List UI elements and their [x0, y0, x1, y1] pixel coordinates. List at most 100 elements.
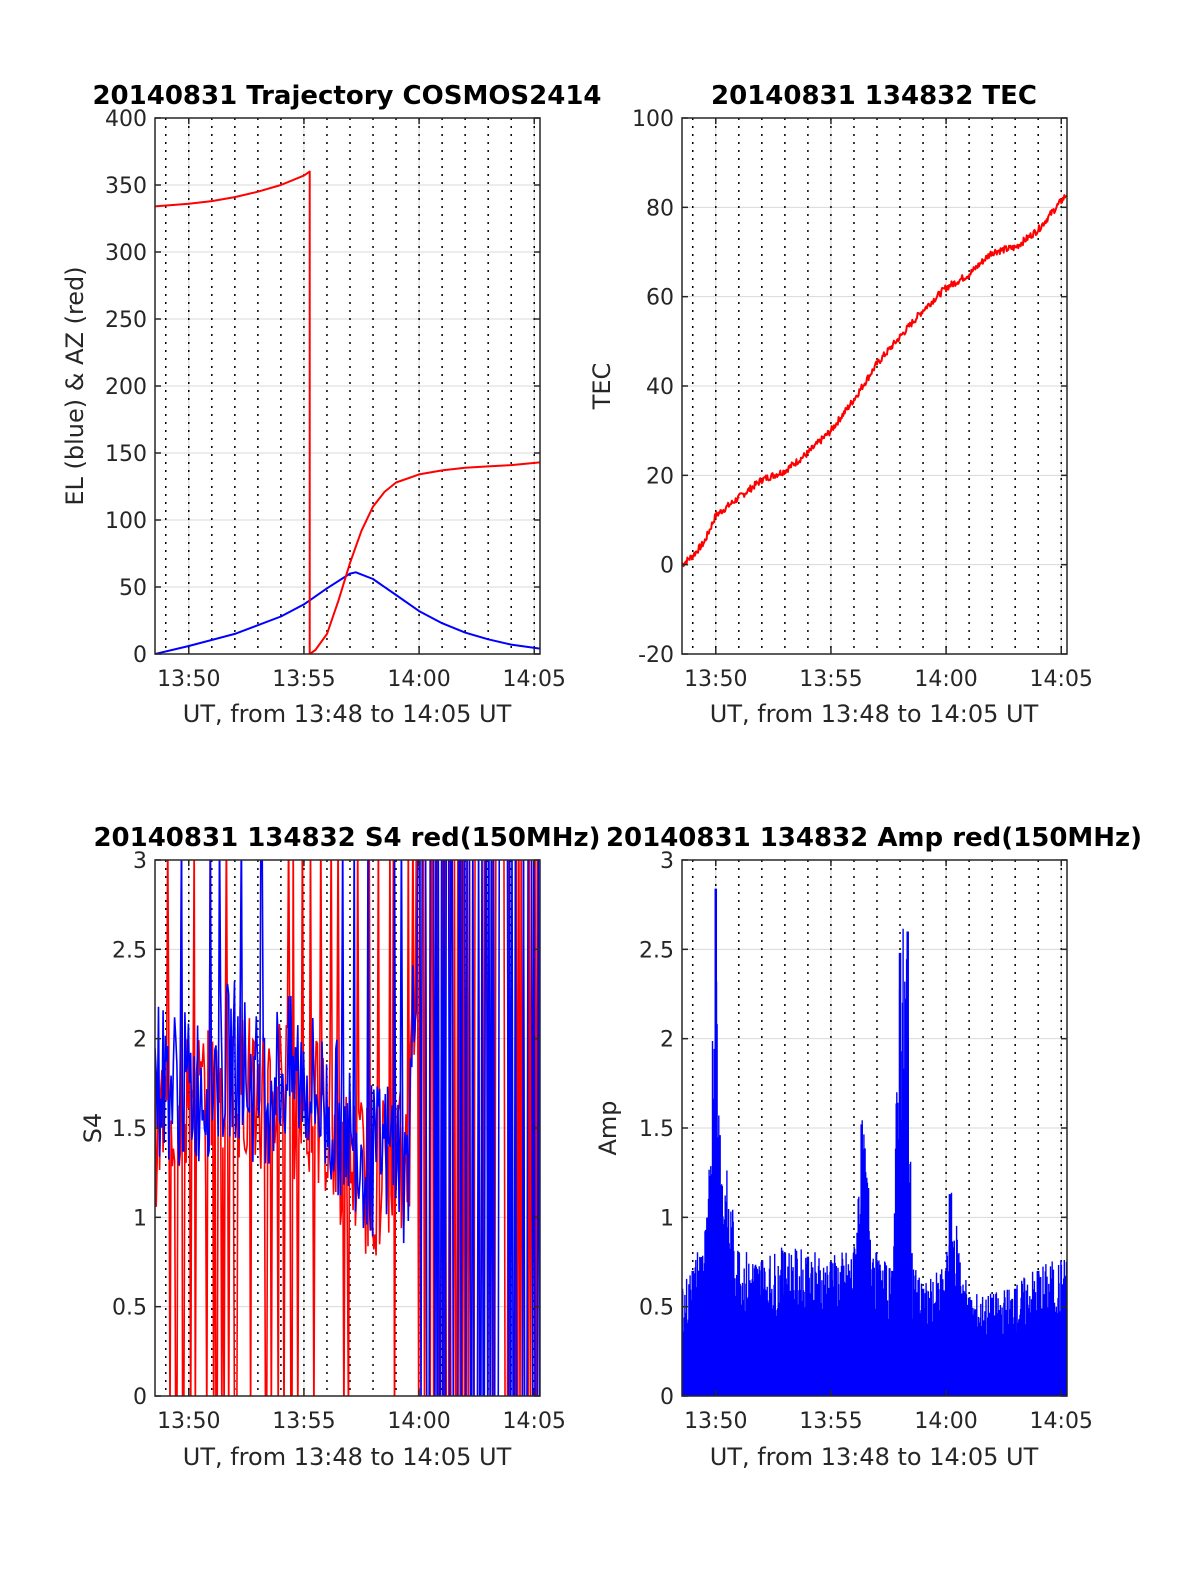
ytick-label: 0	[133, 643, 147, 668]
data-point	[349, 1162, 351, 1165]
data-point	[691, 554, 694, 557]
data-point	[784, 470, 786, 472]
s4-xlabel: UT, from 13:48 to 14:05 UT	[183, 1443, 512, 1471]
xtick-label: 13:50	[157, 667, 220, 692]
amp-title: 20140831 134832 Amp red(150MHz)	[606, 823, 1142, 853]
data-point	[303, 174, 305, 177]
data-point	[738, 496, 740, 499]
data-point	[349, 572, 351, 575]
xtick-label: 14:00	[387, 667, 450, 692]
tec-xlabel: UT, from 13:48 to 14:05 UT	[710, 700, 1039, 728]
xtick-label: 13:50	[684, 1409, 747, 1434]
xtick-label: 13:55	[272, 1409, 335, 1434]
ytick-label: 0.5	[112, 1296, 147, 1321]
ytick-label: 0.5	[639, 1296, 674, 1321]
trajectory-xlabel: UT, from 13:48 to 14:05 UT	[183, 700, 512, 728]
ytick-label: 250	[105, 308, 147, 333]
trajectory-title: 20140831 Trajectory COSMOS2414	[92, 81, 601, 111]
data-point	[337, 599, 340, 602]
data-point	[257, 1091, 259, 1094]
data-point	[487, 465, 489, 468]
ytick-label: 80	[646, 196, 674, 221]
data-point	[395, 481, 397, 484]
ytick-label: 100	[105, 509, 147, 534]
data-point	[280, 184, 282, 186]
series-line	[682, 194, 1067, 568]
data-point	[211, 1073, 213, 1076]
ytick-label: 0	[660, 554, 674, 579]
s4-panel: 20140831 134832 S4 red(150MHz) UT, from …	[79, 823, 601, 1471]
plot-area	[155, 170, 540, 654]
amp-ylabel: Amp	[594, 1100, 622, 1155]
ytick-label: 300	[105, 241, 147, 266]
tec-ylabel: TEC	[588, 363, 616, 411]
data-point	[280, 1073, 282, 1076]
data-point	[418, 610, 420, 612]
xtick-label: 13:50	[684, 667, 747, 692]
xtick-label: 14:05	[1030, 667, 1093, 692]
data-point	[853, 398, 855, 401]
data-point	[187, 202, 190, 205]
data-point	[280, 615, 282, 618]
xtick-label: 13:50	[157, 1409, 220, 1434]
ytick-label: 3	[133, 849, 147, 874]
ytick-label: 2	[660, 1028, 674, 1053]
data-point	[187, 1091, 190, 1094]
xtick-label: 14:00	[914, 667, 977, 692]
data-point	[234, 633, 236, 635]
data-point	[876, 362, 878, 365]
tec-title: 20140831 134832 TEC	[711, 81, 1037, 111]
xtick-label: 14:05	[1030, 1409, 1093, 1434]
data-point	[234, 1055, 236, 1058]
data-point	[1037, 228, 1040, 231]
data-point	[234, 196, 236, 198]
amp-panel: 20140831 134832 Amp red(150MHz) UT, from…	[594, 823, 1142, 1471]
xtick-label: 13:55	[799, 667, 862, 692]
data-point	[349, 1127, 351, 1129]
ytick-label: -20	[638, 643, 674, 668]
data-point	[464, 631, 466, 634]
ytick-label: 1.5	[639, 1117, 674, 1142]
ytick-label: 1.5	[112, 1117, 147, 1142]
data-point	[257, 190, 259, 193]
data-point	[991, 251, 993, 253]
ytick-label: 0	[660, 1385, 674, 1410]
s4-title: 20140831 134832 S4 red(150MHz)	[93, 823, 600, 853]
data-point	[211, 200, 213, 202]
series-line	[155, 170, 540, 654]
data-point	[968, 273, 970, 276]
data-point	[406, 1180, 409, 1183]
ytick-label: 1	[133, 1206, 147, 1231]
ytick-label: 2.5	[112, 938, 147, 963]
ytick-label: 3	[660, 849, 674, 874]
data-point	[418, 473, 420, 476]
data-point	[360, 529, 363, 532]
data-point	[830, 429, 832, 432]
data-point	[510, 464, 513, 466]
data-point	[308, 170, 311, 173]
data-point	[714, 514, 717, 517]
plot-area	[682, 193, 1067, 568]
ytick-label: 150	[105, 442, 147, 467]
ytick-label: 20	[646, 464, 674, 489]
ytick-label: 2.5	[639, 938, 674, 963]
data-point	[314, 649, 317, 651]
ytick-label: 60	[646, 286, 674, 311]
series-line	[155, 860, 540, 1396]
data-point	[807, 452, 809, 454]
ytick-label: 350	[105, 174, 147, 199]
data-point	[354, 571, 357, 574]
plot-area	[682, 888, 1067, 1396]
data-point	[761, 479, 763, 481]
ytick-label: 50	[119, 576, 147, 601]
xtick-label: 14:05	[503, 667, 566, 692]
data-point	[383, 491, 386, 493]
data-point	[464, 466, 466, 469]
data-point	[922, 309, 924, 311]
ytick-label: 1	[660, 1206, 674, 1231]
data-point	[349, 562, 351, 564]
data-point	[441, 469, 443, 472]
trajectory-ylabel: EL (blue) & AZ (red)	[61, 266, 89, 505]
xtick-label: 14:05	[503, 1409, 566, 1434]
